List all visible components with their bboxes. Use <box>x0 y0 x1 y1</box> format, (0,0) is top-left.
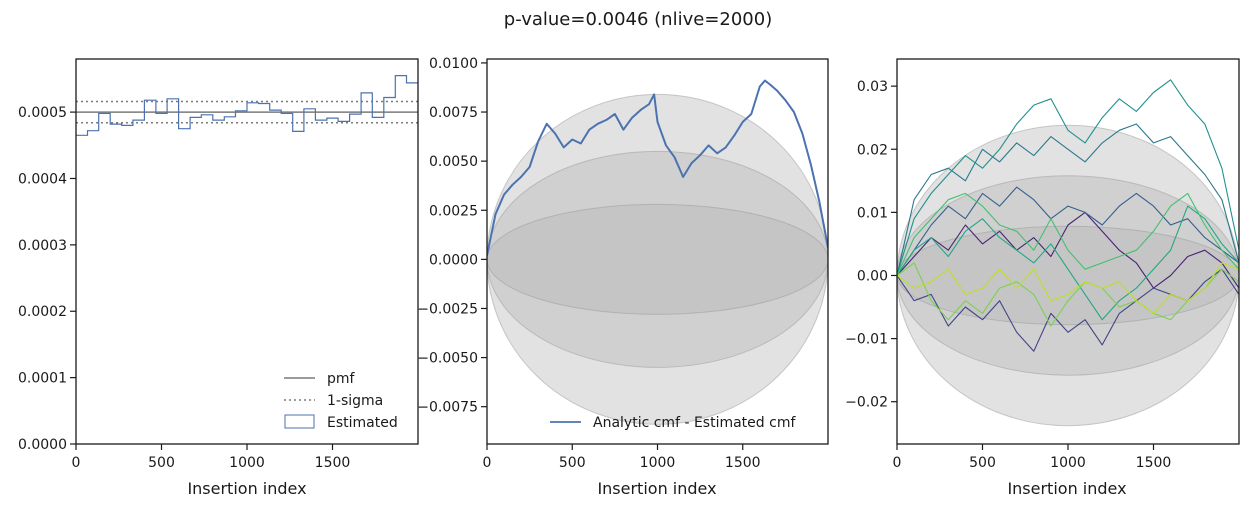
x-tick-label: 1500 <box>725 455 761 471</box>
plot-area <box>487 79 828 425</box>
realisation-line <box>897 262 1239 314</box>
y-tick-label: 0.0000 <box>429 252 478 268</box>
legend-cmf-label: Analytic cmf - Estimated cmf <box>593 415 796 431</box>
confidence-band <box>487 150 828 368</box>
axes: 0 500 1000 1500 0.0000 0.0001 0.0002 0.0003 0.00… <box>18 58 419 471</box>
confidence-band <box>897 225 1239 326</box>
x-tick-label: 0 <box>893 455 902 471</box>
y-tick-label: 0.0003 <box>18 238 67 254</box>
x-tick-label: 1500 <box>1136 455 1172 471</box>
y-tick-label: 0.0005 <box>18 105 67 121</box>
legend: pmf 1-sigma Estimated <box>284 371 398 431</box>
y-tick-label: 0.02 <box>857 142 888 158</box>
y-tick-label: 0.0000 <box>18 437 67 453</box>
y-tick-label: −0.0025 <box>417 301 478 317</box>
x-tick-label: 1000 <box>1050 455 1086 471</box>
realisation-line <box>897 123 1239 276</box>
x-tick-label: 0 <box>72 455 81 471</box>
x-axis-label: Insertion index <box>597 479 716 498</box>
axes-frame <box>486 58 829 445</box>
y-tick-label: 0.0002 <box>18 304 67 320</box>
plot-clip <box>487 79 828 425</box>
y-tick-label: 0.01 <box>857 205 888 221</box>
x-axis-label: Insertion index <box>1007 479 1126 498</box>
legend-estimated-swatch <box>284 414 315 429</box>
panel-bootstrap-realisations: Insertion index 0 500 1000 1500 −0.02 −0.01 0.… <box>845 58 1240 498</box>
axes-frame <box>75 58 419 445</box>
x-tick-label: 500 <box>559 455 586 471</box>
y-tick-label: 0.0001 <box>18 371 67 387</box>
x-axis-label: Insertion index <box>187 479 306 498</box>
axes: 0 500 1000 1500 −0.02 −0.01 0.00 0.01 0.02 0.03 <box>845 58 1240 471</box>
y-tick-label: −0.02 <box>845 395 888 411</box>
y-tick-label: 0.00 <box>857 268 888 284</box>
y-tick-label: −0.0075 <box>417 400 478 416</box>
realisation-line <box>897 205 1239 321</box>
y-tick-label: 0.0100 <box>429 56 478 72</box>
x-tick-label: 1500 <box>315 455 351 471</box>
axes-frame <box>896 58 1240 445</box>
confidence-band <box>897 175 1239 376</box>
x-tick-label: 1000 <box>229 455 265 471</box>
confidence-band <box>487 203 828 315</box>
confidence-band <box>487 93 828 425</box>
x-tick-label: 500 <box>148 455 175 471</box>
axes: 0 500 1000 1500 −0.0075 −0.0050 −0.0025 0.0000 0… <box>417 56 829 471</box>
realisation-line <box>897 79 1239 276</box>
x-tick-label: 1000 <box>640 455 676 471</box>
y-tick-label: 0.0050 <box>429 154 478 170</box>
x-tick-label: 500 <box>969 455 996 471</box>
legend-sigma-label: 1-sigma <box>327 393 383 409</box>
y-tick-label: −0.0050 <box>417 351 478 367</box>
plot-area <box>897 79 1239 427</box>
realisation-line <box>897 192 1239 276</box>
x-tick-label: 0 <box>483 455 492 471</box>
panel-cmf-difference: Insertion index Analytic cmf - Estimated… <box>417 56 829 498</box>
y-tick-label: 0.0004 <box>18 171 67 187</box>
y-tick-label: 0.0075 <box>429 105 478 121</box>
histogram-estimated <box>76 75 418 136</box>
y-tick-label: 0.03 <box>857 79 888 95</box>
cmf-difference-line <box>487 79 828 256</box>
panel-histogram: Insertion index pmf 1-sigma Estimated 0 5… <box>18 58 419 498</box>
plot-clip <box>897 79 1239 427</box>
legend: Analytic cmf - Estimated cmf <box>550 415 796 431</box>
realisation-line <box>897 211 1239 289</box>
confidence-band <box>897 124 1239 427</box>
y-tick-label: −0.01 <box>845 332 888 348</box>
realisation-line <box>897 262 1239 327</box>
plot-area <box>76 75 418 136</box>
figure-title: p-value=0.0046 (nlive=2000) <box>504 9 772 30</box>
y-tick-label: 0.0025 <box>429 203 478 219</box>
legend-estimated-label: Estimated <box>327 415 398 431</box>
legend-pmf-label: pmf <box>327 371 356 387</box>
